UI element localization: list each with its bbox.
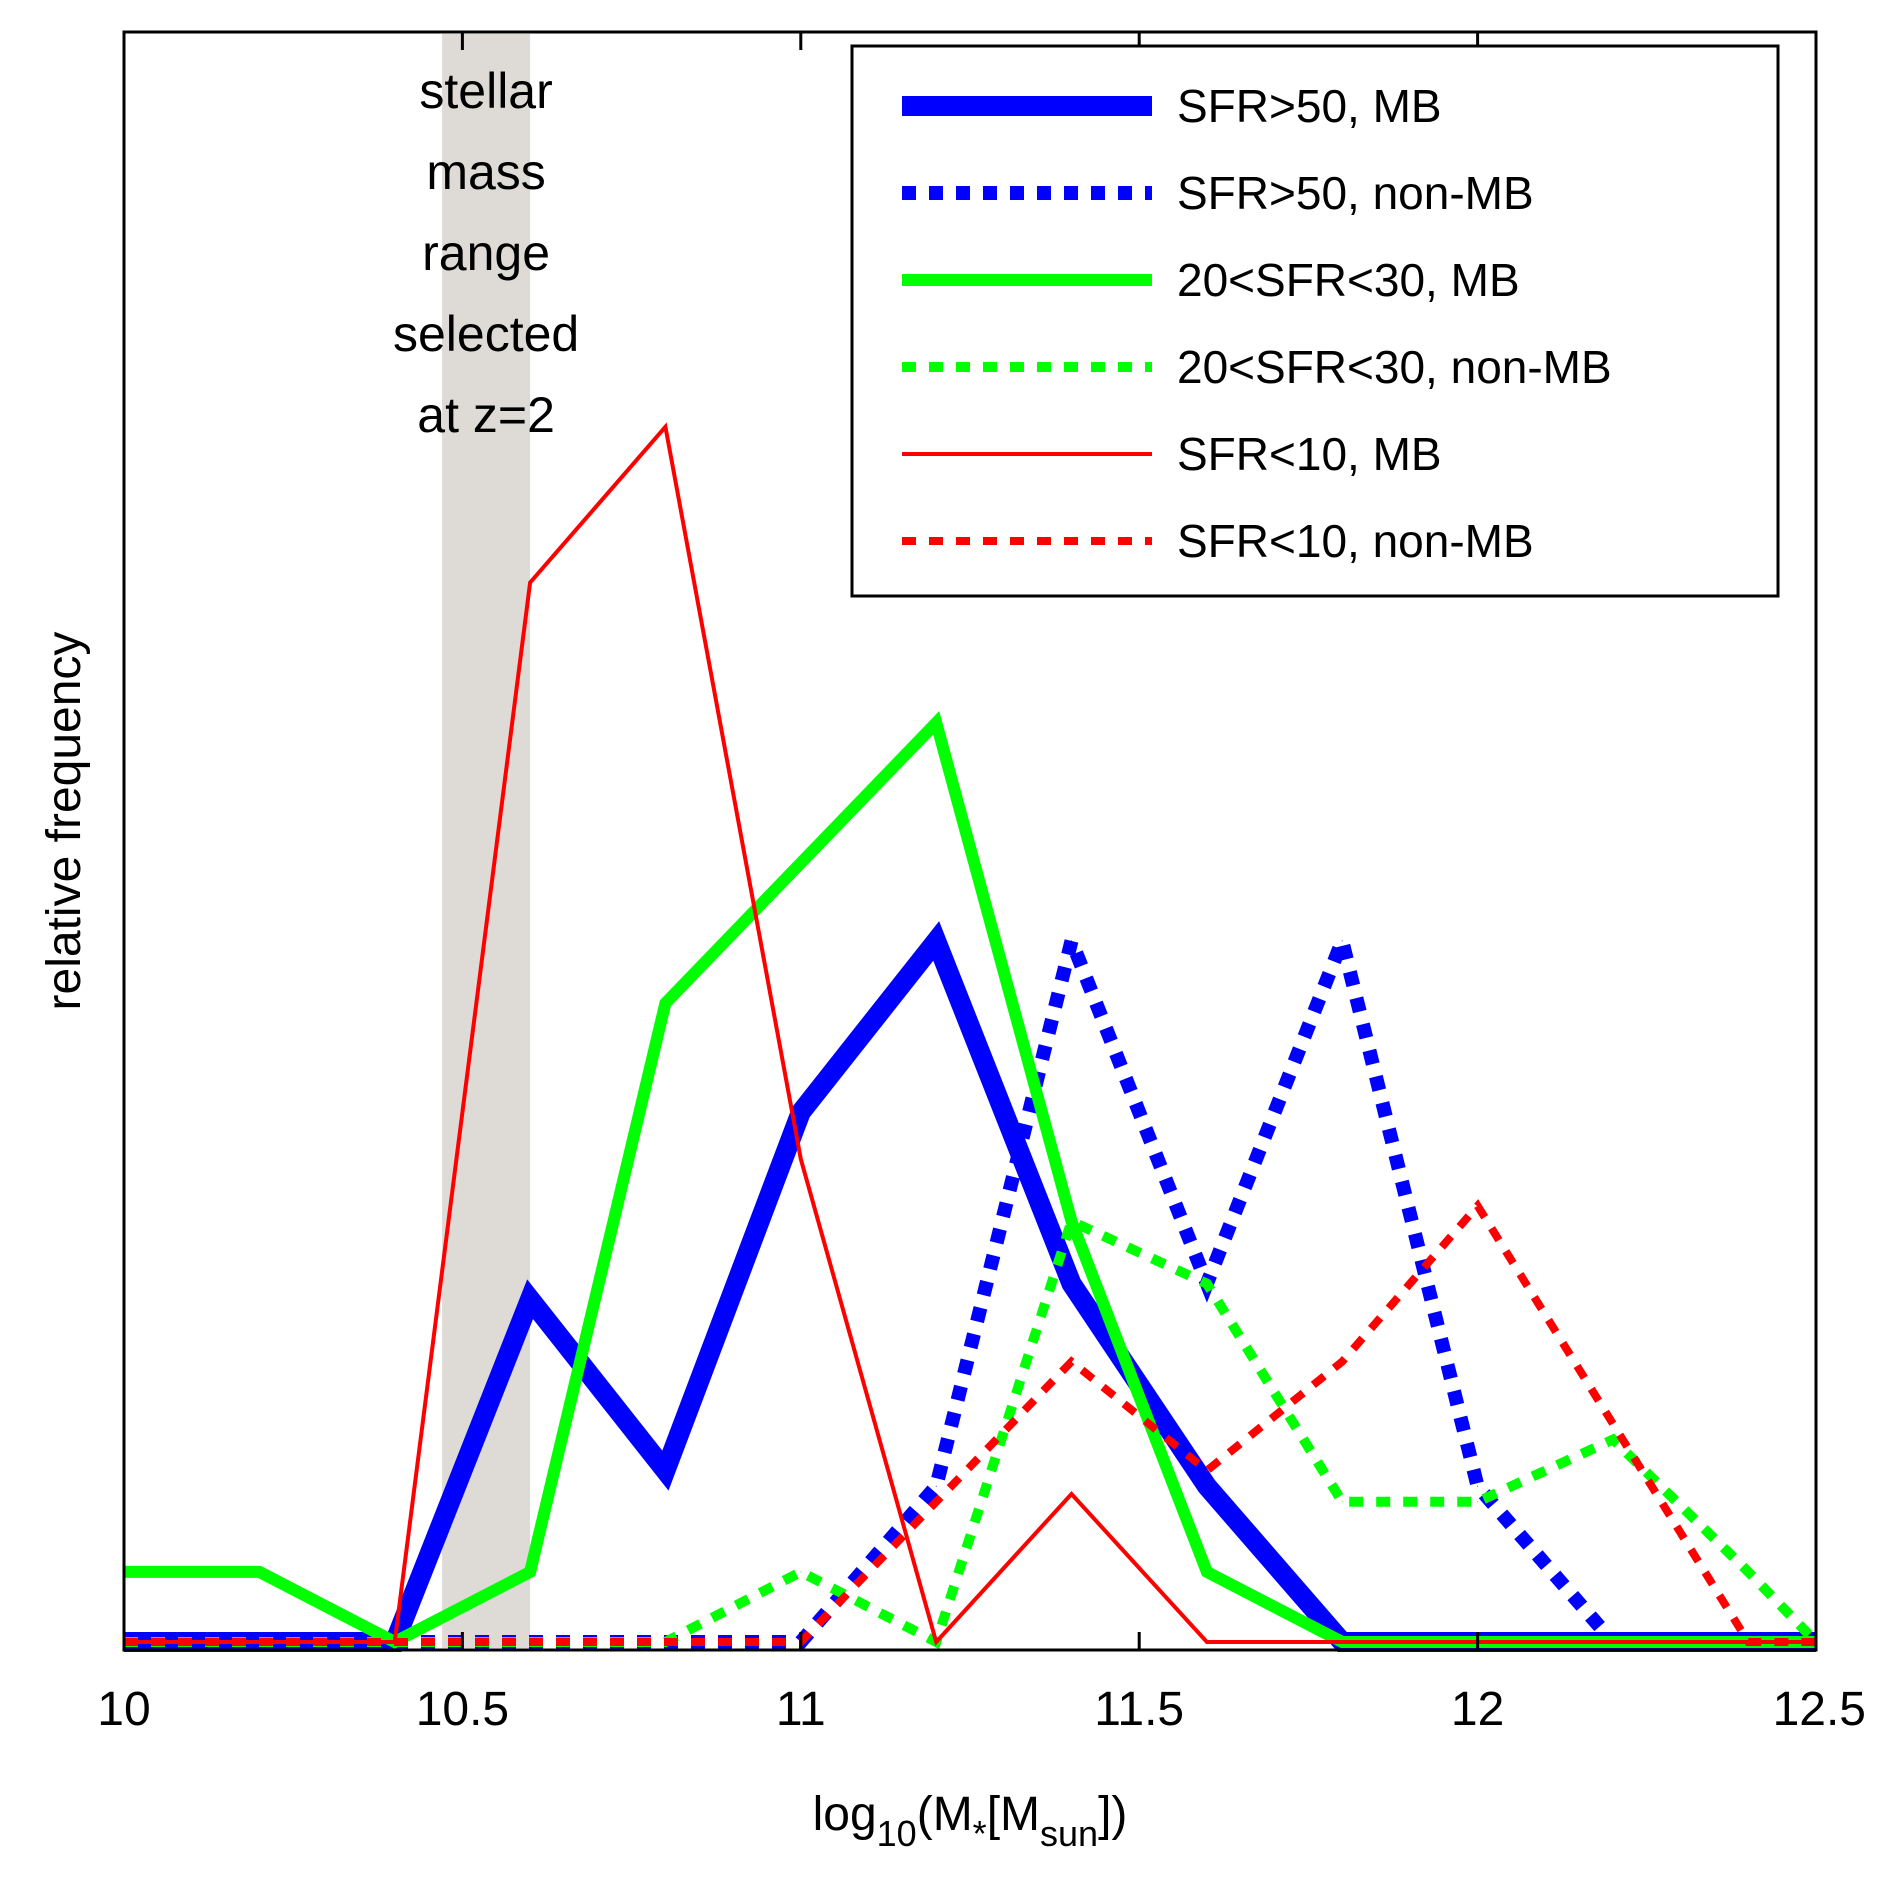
annotation-line: selected (393, 306, 579, 362)
series-point (1341, 1641, 1343, 1643)
series-point (800, 1111, 802, 1113)
series-point (935, 1485, 937, 1487)
series-point (1477, 1485, 1479, 1487)
series-layer (123, 422, 1820, 1652)
series-point (1071, 1283, 1072, 1285)
series-line (124, 917, 1816, 1649)
series-point (664, 1470, 666, 1472)
series-point (1747, 1571, 1749, 1573)
y-axis-label: relative frequency (38, 632, 91, 1011)
x-tick-label: 11 (776, 1683, 826, 1736)
series-point (1477, 1501, 1479, 1503)
series-point (1071, 1493, 1072, 1495)
series-point (1206, 1283, 1208, 1285)
x-tick-label: 11.5 (1094, 1683, 1184, 1736)
x-tick-label: 12.5 (1773, 1683, 1866, 1736)
series-point (935, 1501, 937, 1503)
legend-label: SFR<10, MB (1177, 428, 1442, 480)
series-point (394, 1641, 396, 1643)
series-point (664, 1002, 666, 1004)
series-point (1206, 1641, 1208, 1643)
plot-frame (122, 30, 1818, 1652)
series-point (1071, 940, 1072, 942)
x-label-mid2: [M (987, 1788, 1040, 1841)
x-label-mid: (M (917, 1788, 973, 1841)
x-ticks: 10 10.5 11 11.5 12 12.5 (97, 32, 1866, 1736)
x-tick-label: 12 (1451, 1683, 1504, 1736)
legend-label: SFR>50, non-MB (1177, 167, 1534, 219)
series-point (1612, 1423, 1614, 1425)
series-point (1206, 1485, 1208, 1487)
series-point (1206, 1470, 1208, 1472)
annotation-line: range (422, 225, 550, 281)
legend-label: 20<SFR<30, non-MB (1177, 341, 1612, 393)
series-point (664, 1641, 666, 1643)
series-point (258, 1571, 260, 1573)
series-point (529, 1298, 531, 1300)
series-point (1071, 1361, 1072, 1363)
legend-box (850, 44, 1780, 598)
series-point (1071, 1220, 1072, 1222)
series-line (124, 1214, 1820, 1650)
series-point (1612, 1439, 1614, 1440)
x-label-base: log (813, 1788, 877, 1841)
series-point (1341, 1501, 1343, 1503)
series-point (935, 722, 937, 724)
x-label-star: * (973, 1813, 987, 1854)
annotation-line: mass (426, 144, 545, 200)
series-point (1341, 1361, 1343, 1363)
series-point (1747, 1641, 1749, 1643)
annotation: stellar mass range selected at z=2 (393, 63, 579, 443)
x-axis-label: log10(M*[Msun]) (813, 1788, 1128, 1854)
series-point (1341, 940, 1343, 942)
series-point (1612, 1641, 1614, 1643)
series-point (1206, 1571, 1208, 1573)
series-point (800, 1571, 802, 1573)
x-tick-label: 10 (97, 1683, 150, 1736)
legend-label: SFR>50, MB (1177, 80, 1442, 132)
x-label-sub2: sun (1040, 1813, 1098, 1854)
series-point (935, 1641, 937, 1643)
series-point (664, 426, 666, 428)
series-point (529, 1571, 531, 1573)
series-line (124, 422, 1816, 1647)
x-label-end: ]) (1098, 1788, 1127, 1841)
series-point (800, 1158, 802, 1160)
x-tick-label: 10.5 (416, 1683, 509, 1736)
series-point (529, 582, 531, 584)
series-point (529, 1641, 531, 1643)
annotation-line: at z=2 (417, 387, 555, 443)
annotation-line: stellar (419, 63, 552, 119)
x-label-sub1: 10 (877, 1813, 917, 1854)
series-point (258, 1641, 260, 1643)
series-point (1477, 1205, 1479, 1207)
series-point (935, 940, 937, 942)
legend: SFR>50, MB SFR>50, non-MB 20<SFR<30, MB 20<… (850, 44, 1780, 598)
series-point (800, 862, 802, 864)
selected-range-shade (442, 34, 531, 1648)
legend-label: SFR<10, non-MB (1177, 515, 1534, 567)
legend-label: 20<SFR<30, MB (1177, 254, 1520, 306)
